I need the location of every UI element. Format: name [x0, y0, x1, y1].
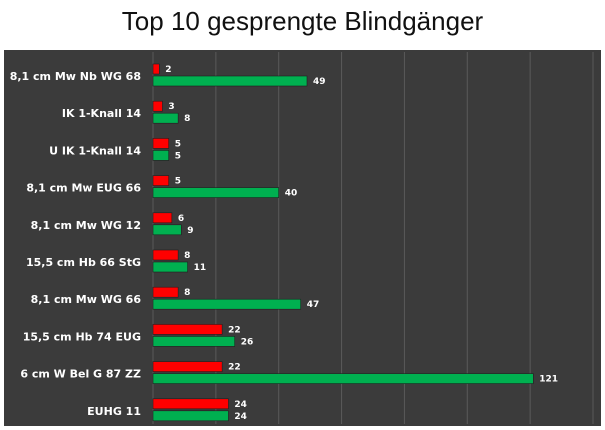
data-label: 5 [175, 139, 181, 149]
category-label: 8,1 cm Mw Nb WG 68 [10, 70, 141, 83]
bar-series-b [152, 75, 308, 87]
bar-series-b [152, 224, 182, 236]
data-label: 2 [165, 65, 171, 75]
page-title: Top 10 gesprengte Blindgänger [121, 6, 484, 36]
data-label: 8 [184, 288, 190, 298]
bar-series-a [152, 175, 170, 186]
data-label: 3 [168, 102, 174, 112]
data-label: 8 [184, 251, 190, 261]
bar-series-b [152, 150, 170, 161]
data-label: 6 [178, 214, 184, 224]
category-label: U IK 1-Knall 14 [49, 144, 141, 157]
data-label: 8 [184, 114, 190, 124]
data-label: 121 [539, 375, 558, 385]
bar-series-a [152, 212, 173, 224]
data-label: 49 [313, 77, 326, 87]
data-label: 24 [234, 400, 247, 410]
category-label: 8,1 cm Mw WG 66 [31, 293, 142, 306]
bar-series-b [152, 298, 302, 310]
bar-series-a [152, 138, 170, 149]
bar-series-b [152, 373, 534, 384]
bar-series-b [152, 261, 188, 273]
bar-series-a [152, 324, 223, 335]
bar-series-a [152, 249, 179, 261]
data-label: 40 [285, 189, 298, 199]
data-label: 22 [228, 325, 241, 335]
bar-series-a [152, 286, 179, 298]
bar-series-a [152, 361, 223, 372]
data-label: 24 [234, 412, 247, 422]
bar-series-b [152, 410, 229, 422]
category-label: 6 cm W Bel G 87 ZZ [20, 368, 141, 381]
bar-series-b [152, 112, 179, 124]
chart-panel: 8,1 cm Mw Nb WG 68 2 49 IK 1-Knall 14 3 8 U IK… [4, 50, 601, 426]
bar-series-b [152, 336, 236, 347]
category-label: 15,5 cm Hb 74 EUG [23, 330, 141, 343]
category-label: 8,1 cm Mw WG 12 [31, 219, 141, 232]
data-label: 47 [307, 300, 320, 310]
data-label: 9 [187, 226, 193, 236]
bar-series-a [152, 398, 229, 410]
data-label: 5 [175, 151, 181, 161]
category-label: 15,5 cm Hb 66 StG [26, 256, 141, 269]
bar-series-a [152, 63, 160, 75]
bar-series-b [152, 187, 280, 198]
data-label: 11 [194, 263, 207, 273]
data-label: 26 [241, 337, 254, 347]
data-label: 5 [175, 177, 181, 187]
category-label: IK 1-Knall 14 [62, 107, 141, 120]
category-label: EUHG 11 [87, 405, 141, 418]
grid-lines [152, 52, 594, 424]
bars [152, 63, 534, 422]
bar-series-a [152, 100, 163, 112]
category-label: 8,1 cm Mw EUG 66 [26, 182, 141, 195]
data-label: 22 [228, 363, 241, 373]
